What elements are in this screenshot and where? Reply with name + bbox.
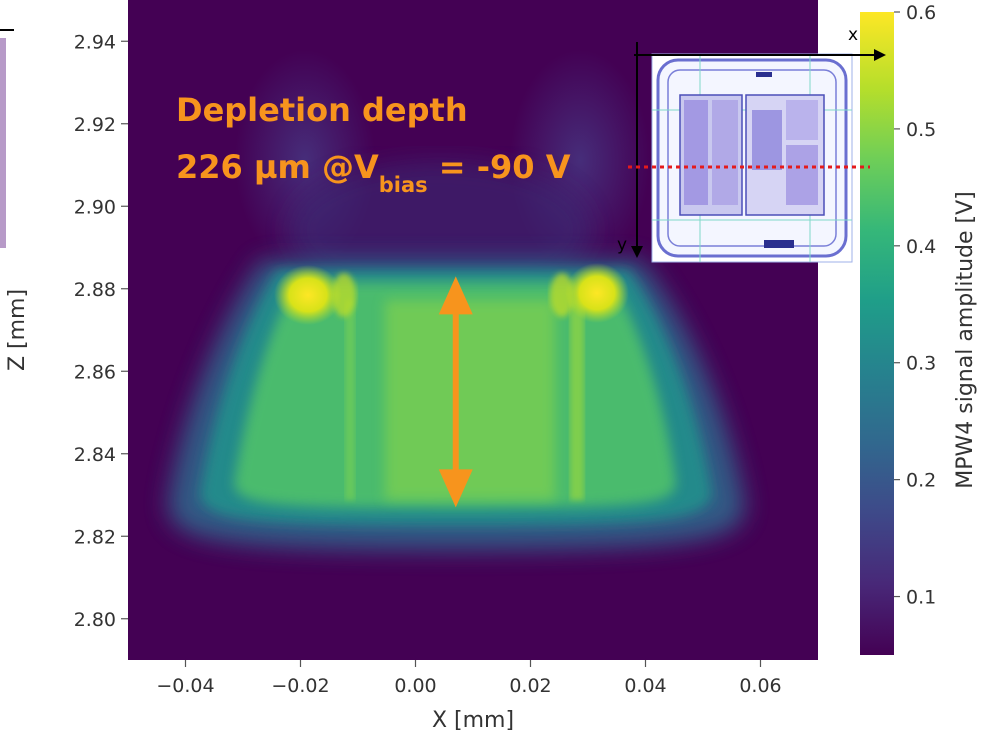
y-tick-label: 2.86 bbox=[74, 361, 116, 383]
bright-spot-left bbox=[274, 265, 342, 325]
y-axis-title: Z [mm] bbox=[5, 289, 30, 371]
colorbar-tick-label: 0.5 bbox=[906, 119, 936, 141]
y-tick-label: 2.90 bbox=[74, 196, 116, 218]
inset-guard-ring bbox=[667, 69, 837, 247]
x-tick-label: 0.06 bbox=[739, 675, 781, 697]
inset-x-label: x bbox=[848, 25, 858, 45]
colorbar-ticks: 0.1 0.2 0.3 0.4 0.5 0.6 bbox=[894, 2, 936, 609]
annotation-line2: 226 µm @Vbias = -90 V bbox=[176, 148, 571, 197]
depth-arrow bbox=[438, 276, 473, 508]
colorbar-tick-label: 0.6 bbox=[906, 2, 936, 24]
depth-arrow-head-bottom bbox=[438, 469, 473, 508]
vertical-stripe-right bbox=[570, 300, 584, 500]
y-axis: 2.80 2.82 2.84 2.86 2.88 2.90 2.92 2.94 bbox=[74, 31, 128, 631]
bright-spot-right bbox=[565, 263, 629, 323]
annotation-line1: Depletion depth bbox=[176, 91, 468, 129]
annotation-line2-suffix: = -90 V bbox=[428, 148, 571, 186]
annotation-line2-prefix: 226 µm @V bbox=[176, 148, 379, 186]
x-tick-label: −0.04 bbox=[156, 675, 214, 697]
inset-y-label: y bbox=[617, 235, 627, 255]
depth-arrow-head-top bbox=[438, 276, 473, 315]
bright-spot-right-sub bbox=[550, 273, 574, 317]
colorbar-tick-label: 0.3 bbox=[906, 353, 936, 375]
x-tick-label: 0.04 bbox=[624, 675, 666, 697]
y-tick-label: 2.82 bbox=[74, 526, 116, 548]
colorbar-title: MPW4 signal amplitude [V] bbox=[953, 191, 978, 488]
x-tick-label: 0.00 bbox=[394, 675, 436, 697]
y-tick-label: 2.92 bbox=[74, 114, 116, 136]
colorbar-tick-label: 0.4 bbox=[906, 236, 936, 258]
x-tick-label: −0.02 bbox=[271, 675, 329, 697]
y-tick-label: 2.84 bbox=[74, 444, 116, 466]
colorbar bbox=[860, 12, 894, 655]
x-axis: −0.04 −0.02 0.00 0.02 0.04 0.06 bbox=[156, 660, 782, 697]
chip-inset: x y bbox=[617, 25, 886, 263]
depleted-center-band bbox=[385, 300, 555, 500]
y-tick-label: 2.94 bbox=[74, 31, 116, 53]
colorbar-tick-label: 0.2 bbox=[906, 470, 936, 492]
colorbar-tick-label: 0.1 bbox=[906, 587, 936, 609]
left-edge-remnant bbox=[0, 38, 6, 248]
vertical-stripe-left bbox=[345, 300, 355, 500]
x-tick-label: 0.02 bbox=[509, 675, 551, 697]
x-axis-title: X [mm] bbox=[432, 708, 514, 733]
bright-spot-left-sub bbox=[332, 273, 356, 317]
y-tick-label: 2.88 bbox=[74, 279, 116, 301]
y-tick-label: 2.80 bbox=[74, 609, 116, 631]
annotation-line2-sub: bias bbox=[379, 173, 428, 197]
